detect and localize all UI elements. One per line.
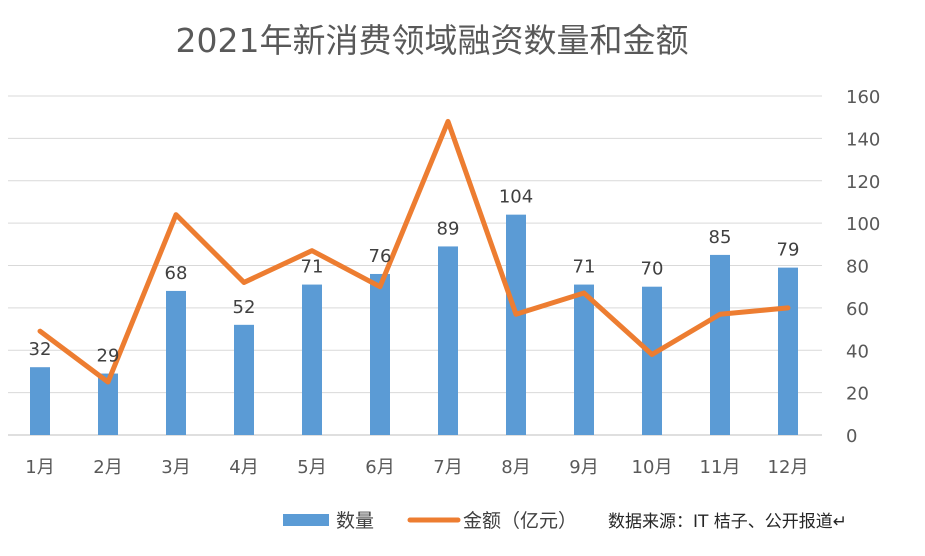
line-point xyxy=(106,380,110,384)
x-tick-label: 9月 xyxy=(569,457,598,478)
legend-bar-swatch xyxy=(283,514,329,526)
bar xyxy=(642,286,662,435)
bar xyxy=(506,214,526,435)
line-series xyxy=(37,118,791,385)
bar xyxy=(98,373,118,435)
line-point xyxy=(718,312,722,316)
x-tick-label: 2月 xyxy=(93,457,122,478)
line-point xyxy=(786,306,790,310)
legend-line-label: 金额（亿元） xyxy=(463,510,577,532)
bar xyxy=(710,254,730,435)
bar-data-label: 104 xyxy=(499,187,533,208)
bar xyxy=(370,273,390,435)
bar-data-label: 89 xyxy=(437,218,460,239)
line-point xyxy=(38,329,42,333)
line-point xyxy=(650,352,654,356)
bar xyxy=(166,290,186,435)
bar-data-label: 68 xyxy=(165,263,188,284)
y-tick-label: 60 xyxy=(846,299,869,320)
y-tick-label: 140 xyxy=(846,129,880,150)
line-point xyxy=(242,280,246,284)
x-axis-ticks: 1月 2月 3月 4月 5月 6月 7月 8月 9月 10月 11月 12月 xyxy=(25,457,808,478)
x-tick-label: 4月 xyxy=(229,457,258,478)
x-tick-label: 10月 xyxy=(632,457,673,478)
line-point xyxy=(174,213,178,217)
gridlines xyxy=(8,95,822,436)
bar-data-label: 85 xyxy=(709,227,732,248)
x-tick-label: 1月 xyxy=(25,457,54,478)
x-tick-label: 7月 xyxy=(433,457,462,478)
line-point xyxy=(310,249,314,253)
amount-line xyxy=(37,118,791,385)
bar xyxy=(30,367,50,435)
y-tick-label: 40 xyxy=(846,341,869,362)
x-tick-label: 5月 xyxy=(297,457,326,478)
y-tick-label: 120 xyxy=(846,172,880,193)
y-tick-label: 80 xyxy=(846,257,869,278)
line-point xyxy=(378,285,382,289)
source-note: 数据来源：IT 桔子、公开报道↵ xyxy=(608,512,847,532)
line-point xyxy=(514,312,518,316)
bar-data-label: 79 xyxy=(777,240,800,261)
bar xyxy=(234,324,254,435)
chart-title: 2021年新消费领域融资数量和金额 xyxy=(176,21,689,60)
bar-data-label: 71 xyxy=(573,257,596,278)
line-point xyxy=(446,119,450,123)
y-tick-label: 0 xyxy=(846,426,857,447)
x-tick-label: 6月 xyxy=(365,457,394,478)
bar xyxy=(778,267,798,435)
bar-data-label: 70 xyxy=(641,259,664,280)
y-axis-ticks: 0 20 40 60 80 100 120 140 160 xyxy=(846,87,880,447)
x-tick-label: 8月 xyxy=(501,457,530,478)
legend-bar-label: 数量 xyxy=(336,510,374,532)
bar xyxy=(302,284,322,435)
bar xyxy=(574,284,594,435)
bar-data-label: 52 xyxy=(233,297,256,318)
bar-data-label: 71 xyxy=(301,257,324,278)
y-tick-label: 20 xyxy=(846,384,869,405)
y-tick-label: 100 xyxy=(846,214,880,235)
bar xyxy=(438,246,458,435)
line-point xyxy=(582,291,586,295)
bar-data-labels: 32 29 68 52 71 76 89 104 71 70 85 79 xyxy=(29,187,800,367)
x-tick-label: 12月 xyxy=(768,457,809,478)
bar-series xyxy=(30,214,798,435)
y-tick-label: 160 xyxy=(846,87,880,108)
bar-data-label: 29 xyxy=(97,346,120,367)
x-tick-label: 3月 xyxy=(161,457,190,478)
bar-data-label: 76 xyxy=(369,246,392,267)
x-tick-label: 11月 xyxy=(700,457,741,478)
legend: 数量 金额（亿元） xyxy=(283,510,577,532)
bar-data-label: 32 xyxy=(29,339,52,360)
